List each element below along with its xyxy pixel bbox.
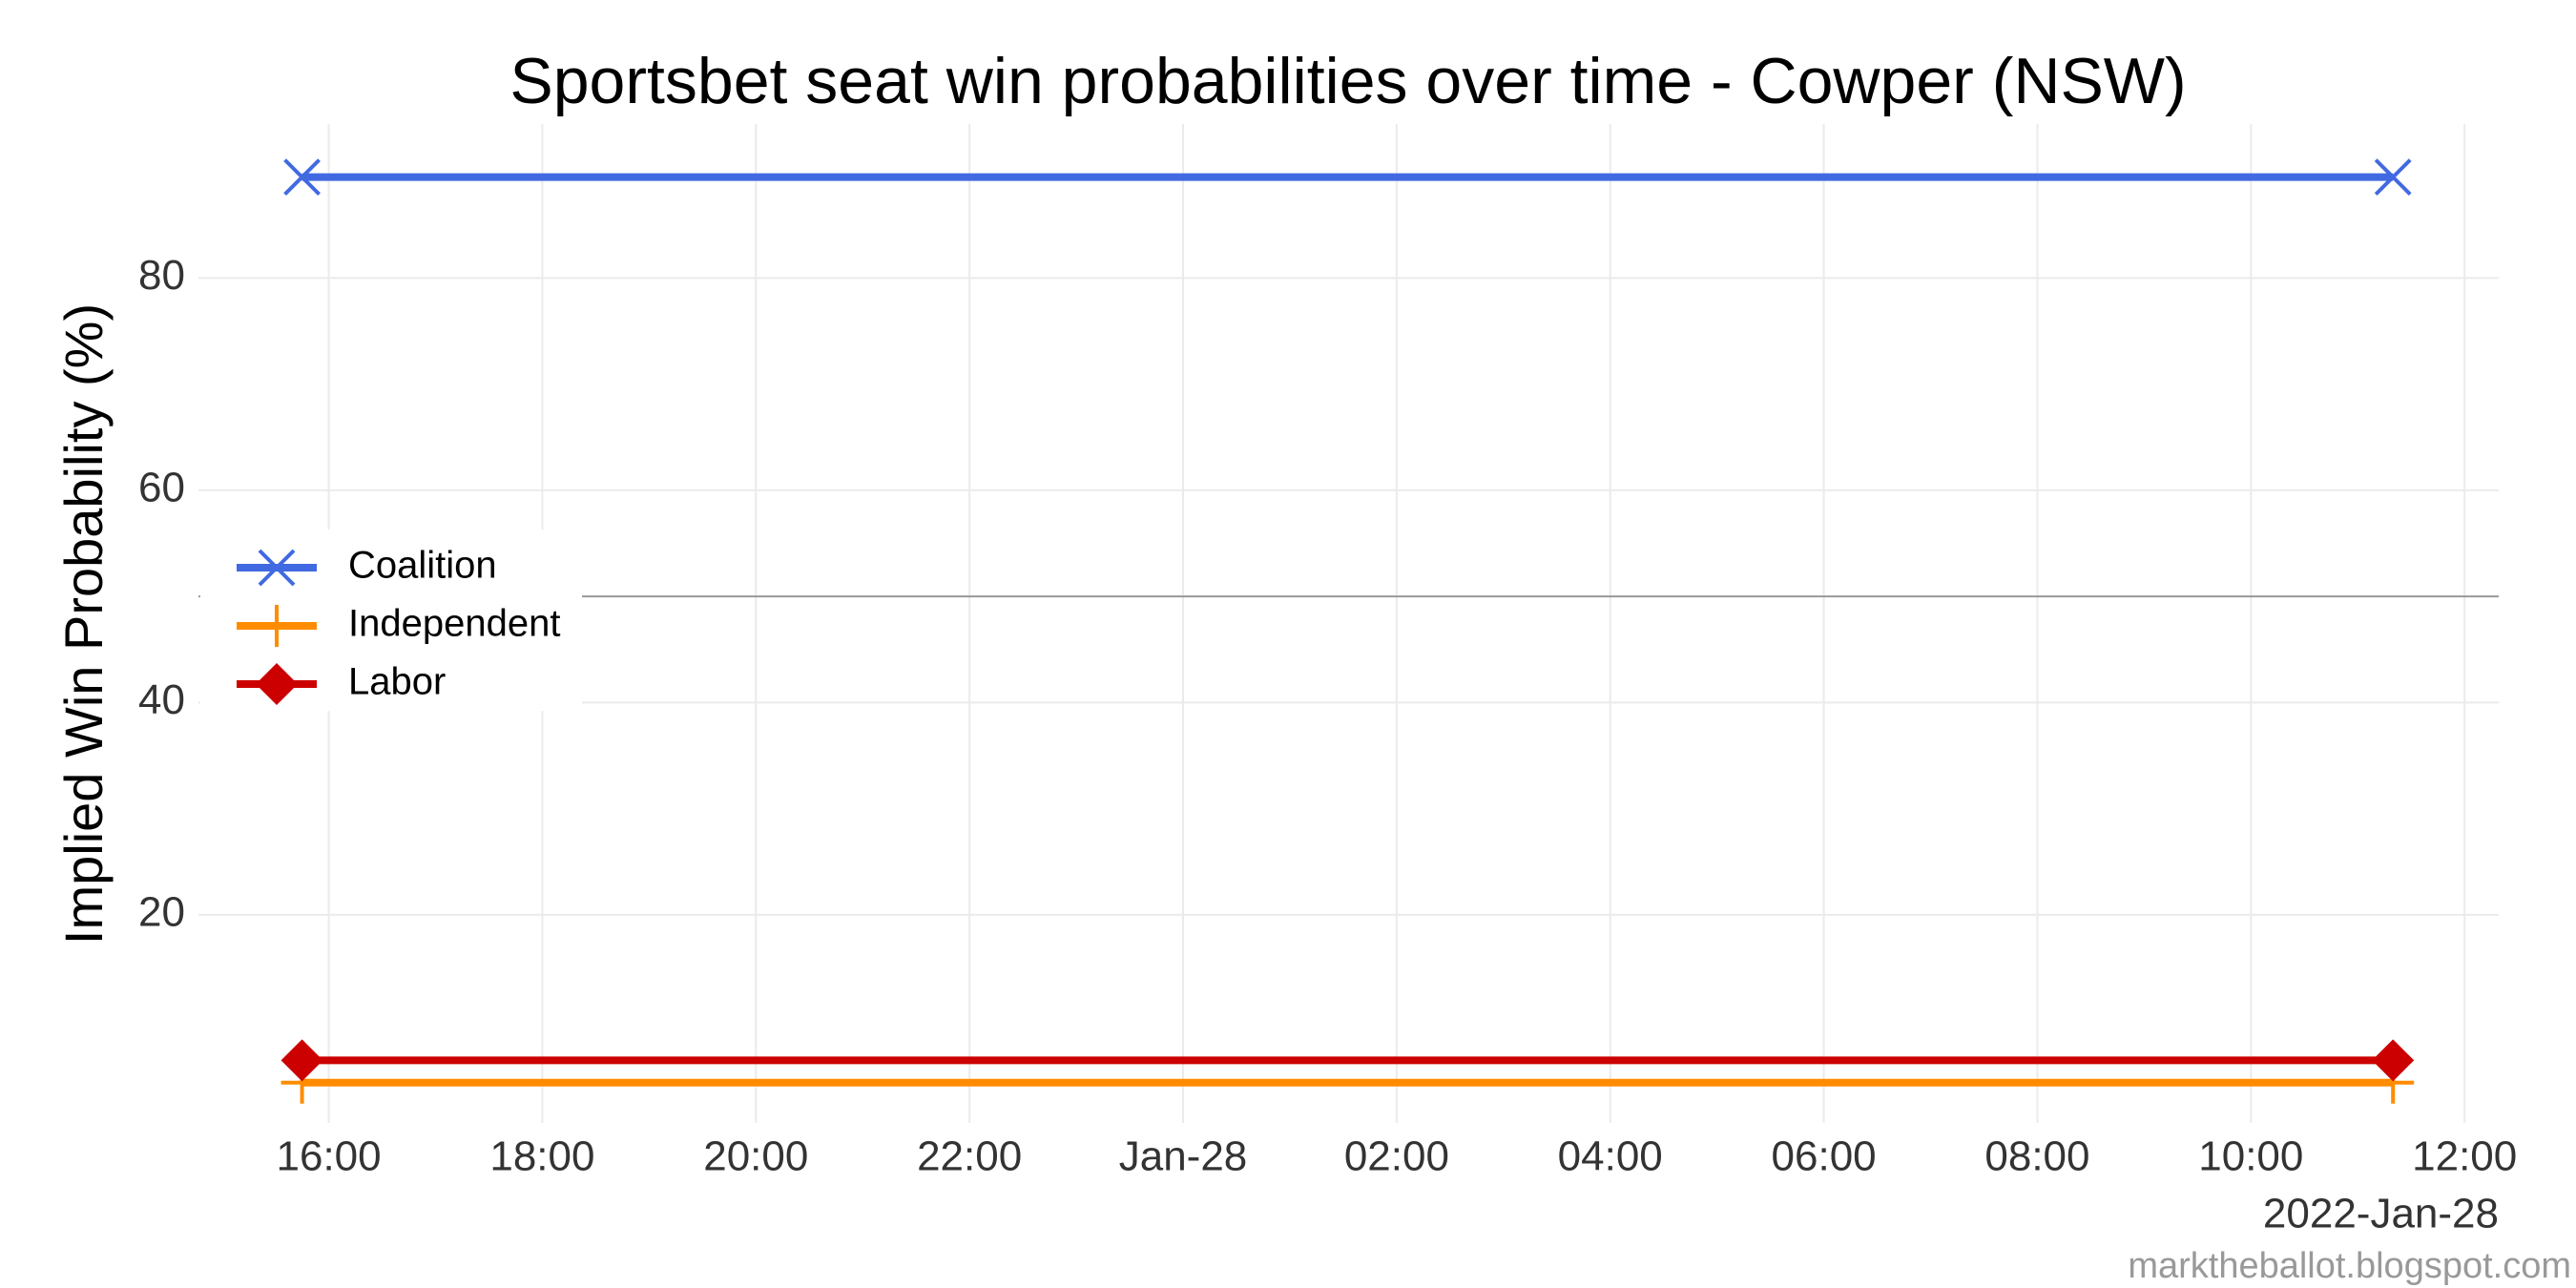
legend-label: Labor (348, 661, 446, 703)
marker (2374, 158, 2412, 197)
legend-label: Coalition (348, 545, 497, 587)
legend: Coalition Independent Labor (200, 530, 582, 711)
y-tick-label: 60 (138, 464, 185, 510)
marker (280, 1039, 323, 1082)
y-tick-label: 20 (138, 889, 185, 936)
x-tick-label: 20:00 (703, 1133, 808, 1180)
x-tick-label: 02:00 (1344, 1133, 1449, 1180)
x-tick-label: 10:00 (2198, 1133, 2303, 1180)
x-tick-label: 04:00 (1558, 1133, 1663, 1180)
x-tick-label: 16:00 (277, 1133, 382, 1180)
y-tick-label: 40 (138, 676, 185, 723)
y-axis-label: Implied Win Probability (%) (53, 303, 114, 945)
legend-label: Independent (348, 603, 560, 645)
chart-title: Sportsbet seat win probabilities over ti… (509, 45, 2186, 117)
marker (256, 663, 298, 705)
x-tick-label: Jan-28 (1119, 1133, 1248, 1180)
x-tick-label: 18:00 (489, 1133, 594, 1180)
marker (283, 158, 321, 197)
marker (256, 605, 298, 647)
x-tick-label: 08:00 (1984, 1133, 2089, 1180)
y-tick-label: 80 (138, 252, 185, 299)
x-caption: 2022-Jan-28 (2263, 1191, 2499, 1237)
x-tick-label: 12:00 (2412, 1133, 2517, 1180)
x-tick-label: 22:00 (917, 1133, 1022, 1180)
marker (2372, 1039, 2415, 1082)
x-tick-label: 06:00 (1772, 1133, 1877, 1180)
source: marktheballot.blogspot.com (2128, 1246, 2571, 1286)
marker (258, 549, 296, 587)
